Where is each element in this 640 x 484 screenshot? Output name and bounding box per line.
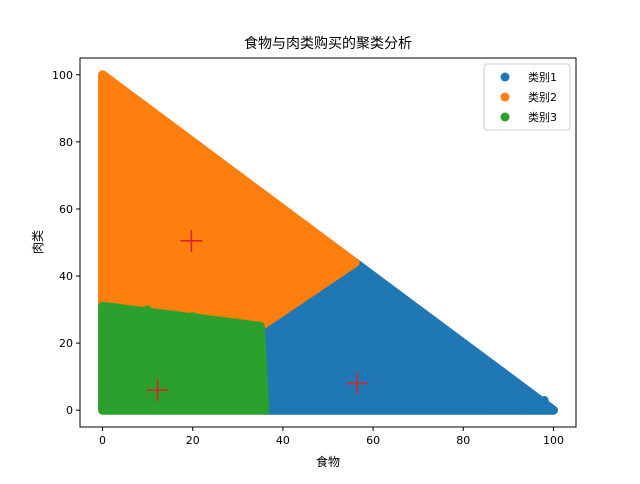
scatter-point	[459, 395, 468, 405]
scatter-point	[495, 392, 504, 402]
centroid-marker-2	[180, 229, 203, 252]
scatter-point	[459, 372, 468, 381]
scatter-point	[441, 349, 450, 358]
scatter-point	[98, 406, 107, 415]
x-tick-label: 60	[366, 434, 380, 447]
scatter-point	[413, 365, 423, 375]
y-tick-label: 0	[66, 404, 73, 417]
scatter-point	[102, 73, 112, 83]
scatter-point	[404, 355, 414, 365]
scatter-point	[423, 328, 432, 338]
x-axis-label: 食物	[316, 454, 340, 469]
legend-label-3: 类别3	[528, 110, 557, 124]
y-tick-label: 20	[59, 337, 73, 350]
scatter-point	[549, 406, 558, 415]
legend-box	[483, 63, 571, 131]
x-tick-label: 0	[99, 434, 106, 447]
scatter-point	[98, 302, 107, 311]
legend-label-2: 类别2	[528, 90, 557, 104]
chart-title: 食物与肉类购买的聚类分析	[244, 35, 412, 52]
scatter-point	[98, 117, 107, 126]
y-axis: 0 20 40 60 80 100	[52, 69, 80, 417]
legend-marker-2	[500, 92, 510, 102]
plot-frame	[79, 57, 577, 428]
scatter-point	[513, 399, 522, 408]
legend-marker-1	[500, 72, 510, 82]
scatter-point	[395, 318, 405, 328]
scatter-point	[504, 395, 513, 405]
scatter-point	[386, 305, 396, 314]
scatter-point	[188, 312, 197, 321]
scatter-point	[233, 318, 243, 328]
scatter-point	[432, 385, 441, 395]
legend: 类别1 类别2 类别3	[483, 63, 571, 131]
y-axis-label: 肉类	[31, 230, 45, 254]
x-tick-label: 40	[276, 434, 290, 447]
y-tick-label: 40	[59, 270, 73, 283]
scatter-point	[120, 90, 130, 100]
legend-marker-3	[500, 112, 510, 122]
scatter-point	[102, 137, 112, 147]
y-tick-label: 80	[59, 136, 73, 149]
scatter-point	[441, 389, 450, 398]
scatter-point	[468, 375, 477, 385]
x-tick-label: 80	[456, 434, 470, 447]
scatter-point	[391, 338, 400, 348]
scatter-point	[107, 154, 116, 163]
scatter-point	[423, 379, 432, 388]
cluster-region-2	[98, 70, 360, 331]
scatter-point	[256, 322, 265, 331]
plot-area	[98, 70, 558, 415]
scatter-point	[504, 402, 513, 412]
scatter-point	[540, 395, 549, 405]
scatter-point	[477, 399, 486, 408]
scatter-point	[495, 402, 504, 412]
scatter-point	[477, 382, 486, 391]
scatter-point	[107, 100, 116, 110]
scatter-point	[260, 406, 270, 415]
y-tick-label: 100	[52, 69, 73, 82]
legend-label-1: 类别1	[528, 70, 557, 84]
scatter-point	[368, 278, 378, 287]
scatter-point	[468, 399, 477, 408]
scatter-point	[450, 359, 459, 368]
scatter-point	[432, 342, 441, 351]
scatter-point	[486, 385, 495, 395]
y-tick-label: 60	[59, 203, 73, 216]
x-axis: 0 20 40 60 80 100	[99, 427, 564, 447]
scatter-point	[486, 402, 495, 412]
scatter-point	[522, 399, 531, 408]
scatter-point	[450, 392, 459, 402]
scatter-point	[413, 315, 423, 324]
scatter-point	[540, 402, 549, 412]
centroid-marker-3	[146, 379, 169, 402]
x-tick-label: 20	[186, 434, 200, 447]
scatter-point	[395, 291, 405, 301]
scatter-point	[377, 295, 387, 304]
scatter-point	[116, 110, 125, 120]
scatter-point	[111, 80, 121, 90]
x-tick-label: 100	[543, 434, 564, 447]
scatter-point	[404, 305, 414, 314]
centroid-marker-1	[346, 372, 369, 395]
scatter-point	[143, 305, 152, 314]
